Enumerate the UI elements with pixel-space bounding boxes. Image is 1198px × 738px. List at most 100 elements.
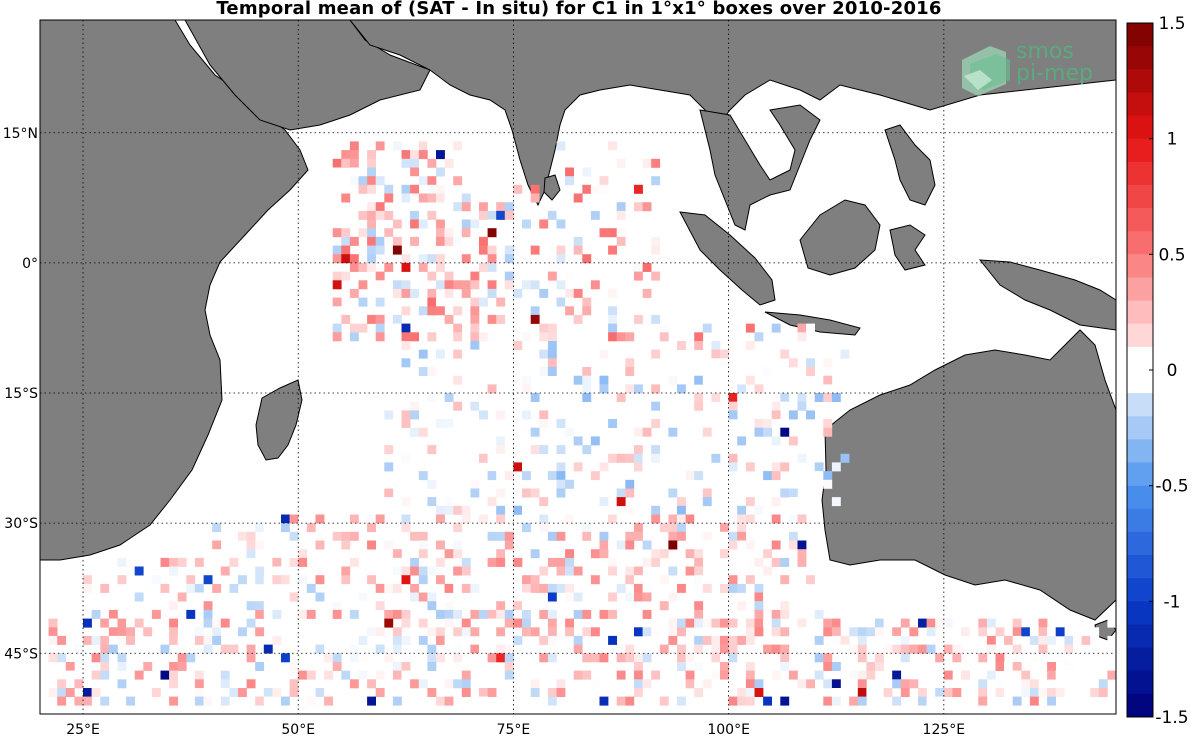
data-box (763, 566, 772, 576)
data-box (530, 583, 540, 593)
data-box (444, 419, 454, 428)
data-box (737, 679, 747, 689)
data-box (573, 462, 583, 472)
data-box (539, 445, 549, 455)
data-box (470, 653, 480, 663)
data-box (668, 514, 678, 524)
data-box (737, 436, 747, 446)
data-box (263, 696, 273, 706)
data-box (539, 410, 549, 420)
data-box (513, 540, 523, 550)
data-box (771, 618, 781, 628)
data-box (745, 679, 755, 689)
data-box (487, 228, 497, 238)
data-box (616, 210, 626, 220)
data-box (771, 627, 781, 637)
data-box (616, 497, 626, 507)
data-box (169, 635, 178, 645)
data-box (1064, 635, 1074, 645)
data-box (797, 696, 807, 706)
data-box (401, 332, 411, 342)
data-box (788, 471, 798, 481)
data-box (461, 202, 471, 212)
data-box (599, 497, 609, 507)
data-box (418, 549, 428, 559)
data-box (728, 375, 738, 385)
data-box (763, 427, 772, 437)
data-box (728, 393, 738, 402)
data-box (246, 540, 256, 550)
data-box (771, 323, 781, 333)
data-box (565, 306, 574, 316)
data-box (427, 601, 437, 611)
data-box (496, 210, 506, 220)
data-box (737, 531, 747, 541)
data-box (298, 575, 308, 585)
data-box (763, 471, 772, 481)
data-box (711, 653, 721, 663)
data-box (711, 635, 721, 645)
data-box (212, 557, 222, 567)
data-box (332, 254, 342, 264)
data-box (806, 679, 815, 689)
data-box (1064, 670, 1074, 680)
data-box (969, 679, 979, 689)
data-box (255, 627, 265, 637)
data-box (909, 627, 919, 637)
data-box (565, 566, 574, 576)
data-box (556, 280, 566, 290)
data-box (1021, 679, 1031, 689)
data-box (677, 696, 686, 706)
data-box (220, 670, 230, 680)
data-box (238, 627, 247, 637)
data-box (1012, 696, 1022, 706)
data-box (797, 332, 807, 342)
data-box (599, 609, 609, 619)
data-box (418, 219, 428, 229)
data-box (349, 635, 359, 645)
data-box (246, 618, 256, 628)
colorbar-step (1127, 462, 1153, 487)
longitude-tick-label: 75°E (497, 722, 531, 738)
data-box (918, 688, 927, 697)
data-box (806, 410, 815, 420)
data-box (720, 653, 729, 663)
data-box (556, 566, 566, 576)
data-box (332, 644, 342, 654)
data-box (418, 592, 428, 602)
data-box (479, 670, 488, 680)
data-box (134, 566, 144, 576)
data-box (487, 314, 497, 324)
data-box (1021, 688, 1031, 697)
data-box (823, 341, 833, 350)
data-box (522, 488, 531, 498)
data-box (1073, 635, 1082, 645)
data-box (384, 184, 394, 194)
data-box (349, 210, 359, 220)
data-box (375, 245, 385, 255)
colorbar-step (1127, 693, 1153, 718)
data-box (590, 436, 600, 446)
data-box (522, 219, 531, 229)
data-box (461, 670, 471, 680)
data-box (694, 679, 704, 689)
data-box (504, 471, 514, 481)
data-box (642, 419, 652, 428)
data-box (392, 644, 402, 654)
data-box (720, 609, 729, 619)
data-box (496, 436, 506, 446)
data-box (427, 332, 437, 342)
data-box (642, 262, 652, 272)
data-box (169, 601, 178, 611)
data-box (677, 531, 686, 541)
data-box (436, 306, 445, 316)
data-box (840, 644, 850, 654)
data-box (479, 245, 488, 255)
data-box (1098, 679, 1108, 689)
data-box (401, 497, 411, 507)
data-box (582, 688, 592, 697)
data-box (289, 557, 299, 567)
data-box (1090, 688, 1100, 697)
data-box (401, 662, 411, 671)
data-box (203, 601, 213, 611)
